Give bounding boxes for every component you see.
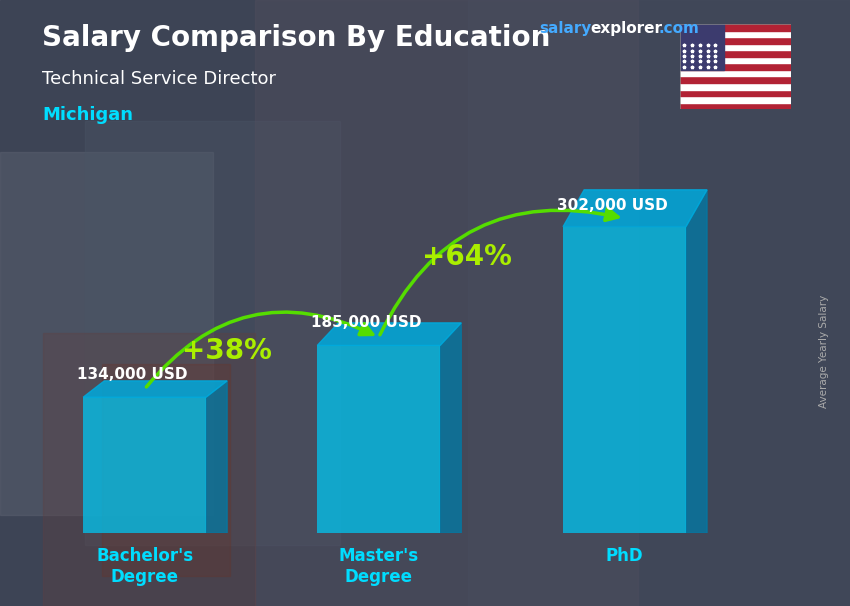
FancyBboxPatch shape	[317, 345, 440, 533]
Bar	[42, 333, 255, 606]
Text: +64%: +64%	[422, 242, 512, 271]
Polygon shape	[563, 190, 707, 227]
Text: explorer: explorer	[591, 21, 663, 36]
Bar	[680, 24, 790, 31]
Text: Technical Service Director: Technical Service Director	[42, 70, 276, 88]
Bar	[680, 24, 724, 70]
Bar	[85, 121, 340, 545]
Bar	[680, 83, 790, 90]
Text: Salary Comparison By Education: Salary Comparison By Education	[42, 24, 551, 52]
Bar	[680, 96, 790, 102]
Bar	[680, 102, 790, 109]
Bar	[255, 0, 638, 606]
Bar	[680, 31, 790, 38]
Bar	[680, 57, 790, 64]
FancyBboxPatch shape	[563, 227, 686, 533]
Polygon shape	[440, 323, 462, 533]
FancyBboxPatch shape	[83, 397, 206, 533]
Bar	[0, 152, 212, 515]
Bar	[680, 70, 790, 76]
Polygon shape	[686, 190, 707, 533]
Bar	[680, 44, 790, 50]
Bar	[680, 38, 790, 44]
Bar	[680, 76, 790, 83]
Bar	[680, 90, 790, 96]
Text: salary: salary	[540, 21, 592, 36]
Text: 302,000 USD: 302,000 USD	[558, 198, 668, 213]
Polygon shape	[83, 381, 227, 397]
Bar	[102, 364, 230, 576]
Text: 134,000 USD: 134,000 USD	[77, 367, 188, 382]
Text: .com: .com	[659, 21, 700, 36]
Text: Average Yearly Salary: Average Yearly Salary	[819, 295, 829, 408]
Text: +38%: +38%	[182, 336, 271, 365]
Polygon shape	[206, 381, 227, 533]
Bar	[680, 50, 790, 57]
Polygon shape	[317, 323, 462, 345]
Text: 185,000 USD: 185,000 USD	[311, 315, 422, 330]
Bar	[680, 64, 790, 70]
Bar	[468, 0, 850, 606]
Text: Michigan: Michigan	[42, 106, 133, 124]
